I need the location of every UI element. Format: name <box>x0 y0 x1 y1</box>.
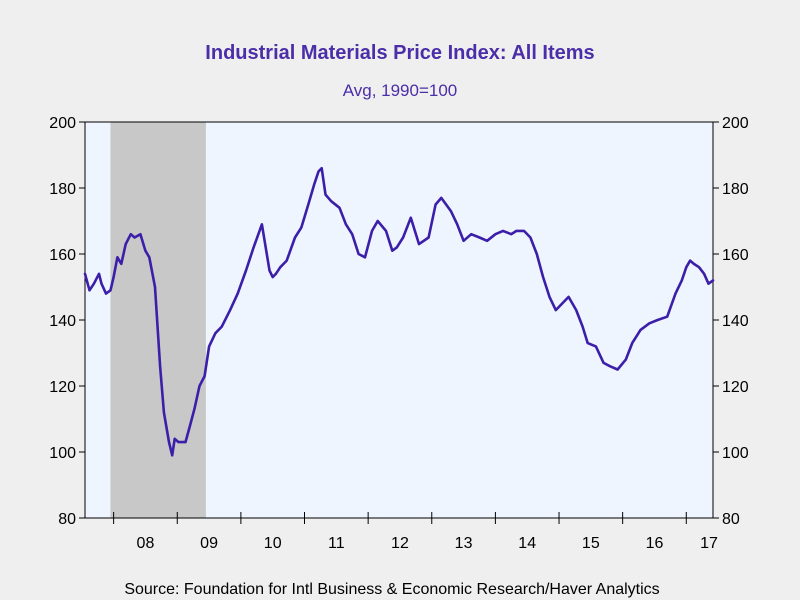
y-tick-label-left: 160 <box>49 247 76 264</box>
x-tick-label: 11 <box>328 535 345 552</box>
y-tick-label-right: 140 <box>722 313 749 330</box>
y-tick-label-left: 80 <box>58 511 76 528</box>
y-tick-label-left: 180 <box>49 181 76 198</box>
series-line <box>83 166 715 457</box>
y-tick-label-right: 100 <box>722 445 749 462</box>
plot-area: 80 80 100 100 120 120 140 140 160 160 180 180 200 200… <box>49 115 749 552</box>
x-tick-label: 12 <box>391 535 409 552</box>
y-tick-label-right: 160 <box>722 247 749 264</box>
x-tick-label: 17 <box>700 535 718 552</box>
x-tick-label: 09 <box>200 535 218 552</box>
source-note: Source: Foundation for Intl Business & E… <box>124 581 659 598</box>
y-tick-label-right: 180 <box>722 181 749 198</box>
y-tick-label-right: 120 <box>722 379 749 396</box>
y-tick-label-left: 200 <box>49 115 76 132</box>
y-tick-label-left: 100 <box>49 445 76 462</box>
x-tick-label: 14 <box>518 535 536 552</box>
chart-subtitle: Avg, 1990=100 <box>343 81 458 100</box>
x-tick-label: 15 <box>582 535 600 552</box>
x-tick-label: 10 <box>264 535 282 552</box>
y-tick-label-left: 120 <box>49 379 76 396</box>
x-tick-label: 16 <box>646 535 664 552</box>
y-tick-label-right: 200 <box>722 115 749 132</box>
chart-title: Industrial Materials Price Index: All It… <box>205 42 594 64</box>
y-tick-label-left: 140 <box>49 313 76 330</box>
x-tick-label: 13 <box>455 535 473 552</box>
x-tick-label: 08 <box>137 535 155 552</box>
y-tick-label-right: 80 <box>722 511 740 528</box>
